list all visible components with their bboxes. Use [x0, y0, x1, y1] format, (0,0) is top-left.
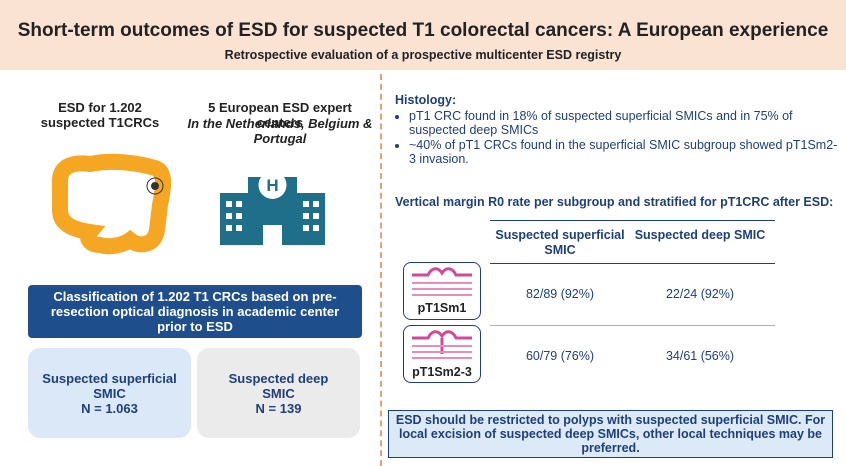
row-label: pT1Sm2-3	[412, 365, 472, 379]
group-box: Suspected deep SMIC N = 139	[197, 348, 360, 438]
hospital-icon: H	[220, 171, 325, 245]
column-header: Suspected deep SMIC	[634, 228, 766, 242]
row-icon	[403, 325, 481, 383]
classification-box: Classification of 1.202 T1 CRCs based on…	[28, 285, 362, 338]
table-rule	[490, 325, 775, 326]
sign-circle	[258, 171, 287, 199]
lesion	[151, 182, 159, 190]
colon-icon	[52, 153, 172, 255]
hospital-sign: H	[266, 176, 278, 195]
colon-shape	[52, 153, 172, 255]
row-icon	[403, 262, 481, 320]
tissue-layers	[412, 267, 472, 296]
column-header: Suspected superficial SMIC	[495, 228, 625, 257]
countries-text: In the Netherlands, Belgium & Portugal	[187, 116, 373, 146]
table-caption: Vertical margin R0 rate per subgroup and…	[395, 195, 834, 209]
histology-heading: Histology:	[395, 93, 457, 107]
group-name: Suspected deep SMIC	[228, 370, 329, 401]
histology-bullets: pT1 CRC found in 18% of suspected superf…	[395, 109, 839, 167]
wing-right	[297, 193, 325, 245]
header-band	[0, 0, 846, 70]
lesion-ring	[146, 177, 164, 195]
subtitle: Retrospective evaluation of a prospectiv…	[224, 48, 622, 62]
row-label: pT1Sm1	[417, 301, 467, 315]
group-name: Suspected superficial SMIC	[42, 370, 177, 401]
table-rule	[490, 220, 775, 221]
windows	[226, 201, 319, 245]
conclusion-box: ESD should be restricted to polyps with …	[388, 410, 833, 458]
cohort-text: ESD for 1.202 suspected T1CRCs	[40, 100, 160, 130]
group-box: Suspected superficial SMIC N = 1.063	[28, 348, 191, 438]
bullet: pT1 CRC found in 18% of suspected superf…	[409, 109, 839, 137]
group-n: N = 1.063	[81, 400, 138, 416]
table-cell: 34/61 (56%)	[665, 349, 735, 363]
table-cell: 82/89 (92%)	[525, 287, 595, 301]
table-rule	[490, 263, 775, 264]
table-cell: 22/24 (92%)	[665, 287, 735, 301]
table-cell: 60/79 (76%)	[525, 349, 595, 363]
group-n: N = 139	[255, 400, 302, 416]
title: Short-term outcomes of ESD for suspected…	[17, 20, 829, 41]
tissue-layers	[412, 330, 472, 359]
wing-left	[220, 193, 248, 245]
bullet: ~40% of pT1 CRCs found in the superficia…	[409, 138, 839, 166]
divider	[380, 74, 382, 466]
centers-text: 5 European ESD expert centers	[208, 100, 352, 130]
